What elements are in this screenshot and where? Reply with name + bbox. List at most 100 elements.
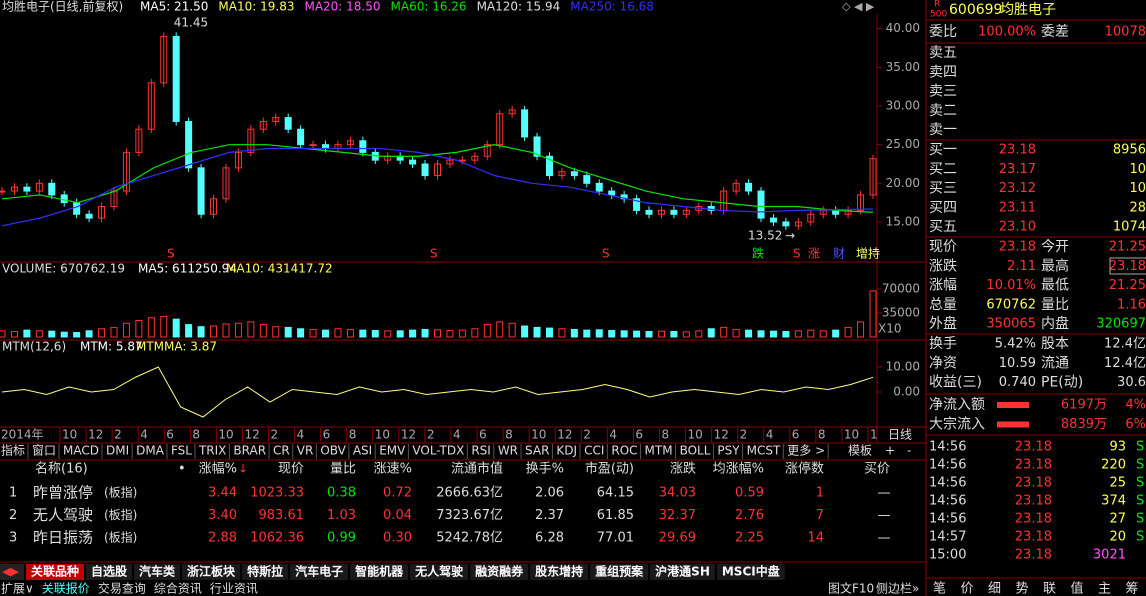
panel-tab[interactable]: 价 [961,582,974,596]
tab-bg[interactable] [590,564,649,580]
tab[interactable]: 汽车类 [139,564,176,579]
indicator-tab[interactable]: DMA [136,444,165,458]
tick-side: S [1136,494,1144,509]
ma-legend: MA5: 21.50 [140,0,208,14]
column-header[interactable]: 涨跌 [670,461,696,477]
indicator-tab[interactable]: 更多 > [787,444,825,458]
tab-bg[interactable] [134,564,181,580]
tab-bg[interactable] [530,564,589,580]
tab[interactable]: 汽车电子 [295,564,343,579]
column-header[interactable]: 涨幅% [199,462,237,477]
column-header[interactable]: 涨速% [374,462,412,477]
quote-label: 换手 [929,335,957,352]
indicator-tab[interactable]: SAR [525,444,549,458]
tab-bg[interactable] [26,564,85,580]
buy-volume: 28 [1129,200,1146,215]
sector-name[interactable]: 昨曾涨停 [33,484,93,502]
tab[interactable]: 关联品种 [31,564,79,579]
indicator-tab[interactable]: RSI [471,444,491,458]
indicator-tab[interactable]: OBV [320,444,346,458]
panel-tab[interactable]: 细 [988,582,1001,596]
footer-link[interactable]: 交易查询 [98,581,146,596]
tab[interactable]: 重组预案 [595,564,644,579]
ma-legend: MA250: 16.68 [570,0,654,14]
footer-link[interactable]: 行业资讯 [210,582,258,596]
indicator-tab[interactable]: VOL-TDX [412,444,464,458]
column-header[interactable]: 流通市值 [451,461,503,477]
volume-bar [359,329,367,338]
tab[interactable]: 沪港通SH [655,564,710,579]
indicator-control[interactable]: - [907,444,911,458]
tab-bg[interactable] [470,564,529,580]
tab-bg[interactable] [350,564,409,580]
indicator-tab[interactable]: PSY [717,444,740,458]
tab[interactable]: MSCI中盘 [722,564,780,579]
tab[interactable]: 股东增持 [535,564,583,579]
indicator-tab[interactable]: ASI [353,444,372,458]
candle [421,163,429,177]
footer-link[interactable]: 图文F10 [828,581,874,596]
sector-name[interactable]: 无人驾驶 [33,506,93,524]
panel-tab[interactable]: 值 [1071,581,1084,596]
quote-value: 12.4亿 [1104,356,1146,371]
indicator-tab[interactable]: EMV [379,444,406,458]
indicator-control[interactable]: + [885,444,895,458]
indicator-tab[interactable]: FSL [171,444,192,458]
footer-link[interactable]: 扩展∨ [1,582,34,596]
column-header[interactable]: 市盈(动) [585,461,634,477]
footer-link[interactable]: 综合资讯 [154,581,202,596]
tab[interactable]: 自选股 [91,564,128,579]
tab-bg[interactable] [650,564,715,580]
mtm-header: MTM(12,6) [2,340,66,354]
column-header[interactable]: 名称(16) [35,461,88,477]
footer-link[interactable]: 关联报价 [42,581,90,596]
tab[interactable]: 浙江板块 [187,564,236,579]
tab-bg[interactable] [290,564,349,580]
column-header[interactable]: 涨停数 [785,461,824,477]
indicator-tab[interactable]: MTM [645,444,673,458]
tab-bg[interactable] [410,564,469,580]
indicator-tab[interactable]: KDJ [556,444,577,458]
indicator-tab[interactable]: BRAR [233,444,266,458]
indicator-tab[interactable]: CR [273,444,290,458]
indicator-tab[interactable]: MACD [63,444,99,458]
quote-label: 流通 [1041,355,1069,371]
indicator-tab[interactable]: 窗口 [32,444,56,458]
indicator-control[interactable]: 模板 [848,444,872,458]
indicator-tab[interactable]: 指标 [1,443,25,458]
sector-name[interactable]: 昨日振荡 [33,529,93,547]
tab[interactable]: 无人驾驶 [414,564,463,579]
footer-link[interactable]: 侧边栏» [876,581,919,596]
column-header[interactable]: • [178,462,186,477]
indicator-tab[interactable]: DMI [106,444,129,458]
tick-volume: 25 [1109,476,1126,491]
panel-tab[interactable]: 筹 [1126,581,1139,596]
panel-tab[interactable]: 主 [1098,582,1111,596]
column-header[interactable]: 量比 [330,462,356,477]
volume-bar [247,321,255,338]
volume-bar [185,324,193,338]
indicator-tab[interactable]: TRIX [198,444,226,458]
indicator-tab[interactable]: VR [297,444,314,458]
tab[interactable]: 智能机器 [354,564,404,579]
column-header[interactable]: 均涨幅% [713,462,764,477]
indicator-tab[interactable]: BOLL [680,444,711,458]
panel-tab[interactable]: 联 [1043,582,1056,596]
tab[interactable]: 特斯拉 [247,564,283,579]
tab-bg[interactable] [86,564,133,580]
tab-bg[interactable] [242,564,289,580]
cell: 7 [816,508,824,523]
panel-tab[interactable]: 势 [1016,581,1029,596]
tab-bg[interactable] [182,564,241,580]
volume-bar [782,331,790,338]
indicator-tab[interactable]: MCST [747,444,781,458]
indicator-tab[interactable]: CCI [584,444,604,458]
column-header[interactable]: 换手% [526,462,564,477]
column-header[interactable]: 买价 [864,462,890,477]
tab[interactable]: 融资融券 [475,564,524,579]
tab-bg[interactable] [716,564,785,580]
column-header[interactable]: 现价 [278,462,304,477]
indicator-tab[interactable]: ROC [611,444,637,458]
panel-tab[interactable]: 笔 [933,581,946,596]
indicator-tab[interactable]: WR [498,444,518,458]
